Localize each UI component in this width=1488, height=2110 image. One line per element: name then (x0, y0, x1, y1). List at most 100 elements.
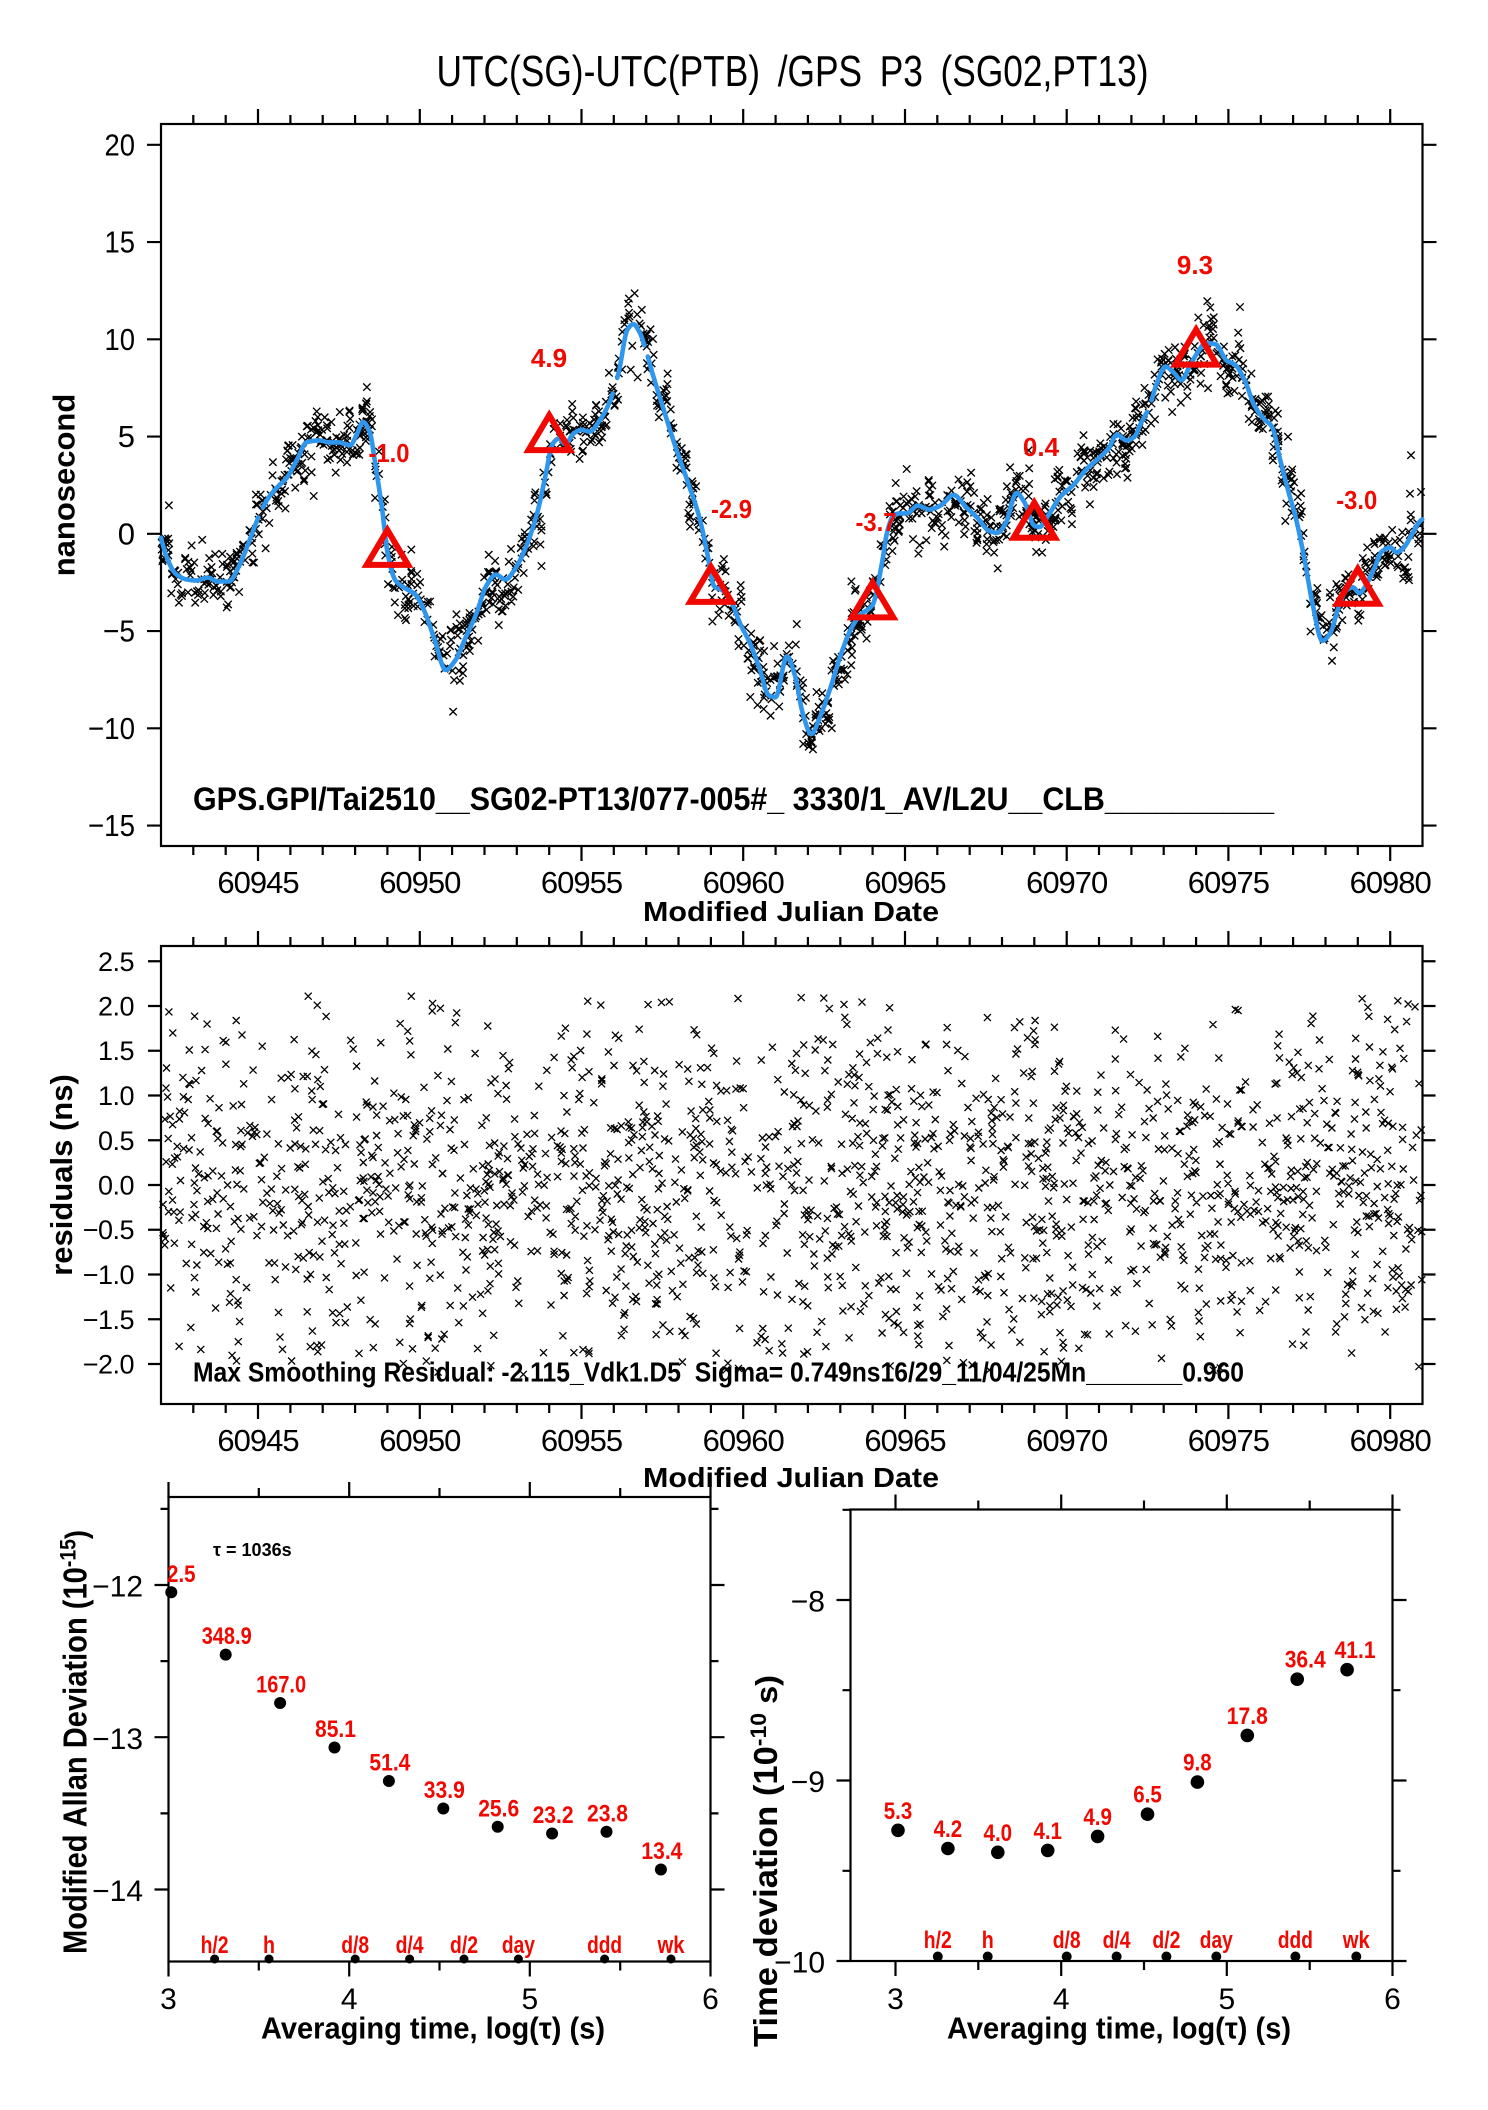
svg-text:4: 4 (1053, 1983, 1070, 2016)
svg-text:15: 15 (105, 225, 136, 260)
svg-text:-3.0: -3.0 (1336, 485, 1377, 515)
svg-text:60950: 60950 (379, 1423, 461, 1458)
svg-text:day: day (502, 1932, 536, 1959)
svg-text:−10: −10 (88, 711, 135, 746)
svg-text:0.5: 0.5 (98, 1126, 134, 1156)
svg-text:2.5: 2.5 (167, 1561, 196, 1588)
svg-text:-3.7: -3.7 (856, 507, 897, 537)
svg-text:−8: −8 (791, 1586, 825, 1619)
svg-text:41.1: 41.1 (1335, 1637, 1376, 1664)
svg-text:h/2: h/2 (924, 1927, 952, 1954)
svg-text:5: 5 (118, 419, 135, 454)
svg-text:−12: −12 (92, 1571, 143, 1604)
svg-text:20: 20 (105, 127, 136, 162)
svg-text:33.9: 33.9 (424, 1777, 465, 1804)
svg-text:d/8: d/8 (1053, 1927, 1081, 1954)
svg-text:60960: 60960 (703, 1423, 785, 1458)
svg-text:GPS.GPI/Tai2510__SG02-PT13/077: GPS.GPI/Tai2510__SG02-PT13/077-005#_ 333… (193, 781, 1275, 817)
svg-text:d/4: d/4 (396, 1932, 425, 1959)
svg-text:23.8: 23.8 (587, 1800, 628, 1827)
svg-text:d/2: d/2 (450, 1932, 478, 1959)
svg-text:60965: 60965 (864, 865, 945, 900)
svg-text:3: 3 (160, 1983, 177, 2016)
svg-text:−0.5: −0.5 (83, 1215, 134, 1245)
svg-text:60965: 60965 (864, 1423, 945, 1458)
svg-text:4: 4 (341, 1983, 358, 2016)
svg-text:4.9: 4.9 (1083, 1804, 1112, 1831)
svg-text:60970: 60970 (1026, 865, 1108, 900)
svg-text:0.0: 0.0 (98, 1171, 134, 1201)
svg-text:5.3: 5.3 (884, 1798, 913, 1825)
svg-text:wk: wk (1342, 1927, 1370, 1954)
svg-text:−2.0: −2.0 (83, 1350, 134, 1380)
svg-text:60980: 60980 (1350, 865, 1432, 900)
svg-text:5: 5 (1218, 1983, 1235, 2016)
svg-text:nanosecond: nanosecond (47, 394, 82, 577)
svg-text:Modified Julian Date: Modified Julian Date (643, 896, 939, 927)
svg-text:60975: 60975 (1188, 865, 1269, 900)
svg-text:0.4: 0.4 (1023, 432, 1060, 462)
svg-text:4.1: 4.1 (1033, 1818, 1062, 1845)
svg-text:−5: −5 (103, 614, 135, 649)
svg-text:ddd: ddd (587, 1932, 622, 1959)
svg-text:−14: −14 (92, 1875, 143, 1908)
svg-text:9.8: 9.8 (1183, 1750, 1212, 1777)
svg-text:5: 5 (521, 1983, 538, 2016)
svg-text:6.5: 6.5 (1133, 1782, 1162, 1809)
svg-text:13.4: 13.4 (641, 1838, 682, 1865)
svg-text:ddd: ddd (1278, 1927, 1313, 1954)
svg-text:60950: 60950 (379, 865, 461, 900)
svg-text:4.9: 4.9 (531, 343, 567, 373)
svg-text:4.0: 4.0 (984, 1820, 1013, 1847)
svg-text:wk: wk (657, 1932, 685, 1959)
svg-text:60955: 60955 (541, 865, 622, 900)
svg-text:UTC(SG)-UTC(PTB) /GPS P3 (SG02: UTC(SG)-UTC(PTB) /GPS P3 (SG02,PT13) (437, 47, 1149, 96)
svg-text:h: h (263, 1932, 275, 1959)
svg-text:17.8: 17.8 (1227, 1703, 1268, 1730)
svg-text:60945: 60945 (217, 1423, 298, 1458)
svg-text:Averaging time, log(τ) (s): Averaging time, log(τ) (s) (261, 2011, 605, 2046)
svg-text:1.0: 1.0 (98, 1081, 134, 1111)
svg-text:60945: 60945 (217, 865, 298, 900)
svg-text:residuals (ns): residuals (ns) (44, 1074, 79, 1276)
svg-text:Modified Allan Deviation (10-1: Modified Allan Deviation (10-15) (56, 1530, 94, 1954)
svg-text:3: 3 (887, 1983, 904, 2016)
svg-text:9.3: 9.3 (1177, 250, 1213, 280)
svg-text:Averaging time, log(τ) (s): Averaging time, log(τ) (s) (947, 2011, 1291, 2046)
svg-text:h: h (982, 1927, 994, 1954)
svg-text:τ = 1036s: τ = 1036s (213, 1540, 292, 1560)
svg-text:−15: −15 (88, 808, 135, 843)
svg-text:10: 10 (105, 322, 136, 357)
svg-text:23.2: 23.2 (533, 1802, 574, 1829)
svg-text:36.4: 36.4 (1285, 1647, 1326, 1674)
svg-text:60960: 60960 (703, 865, 785, 900)
svg-text:2.5: 2.5 (98, 947, 134, 977)
svg-text:1.5: 1.5 (98, 1036, 134, 1066)
svg-text:Modified Julian Date: Modified Julian Date (643, 1462, 939, 1493)
svg-text:-1.0: -1.0 (369, 438, 410, 468)
svg-text:−1.5: −1.5 (83, 1305, 134, 1335)
svg-text:day: day (1200, 1927, 1234, 1954)
svg-text:51.4: 51.4 (369, 1750, 410, 1777)
svg-text:60980: 60980 (1350, 1423, 1432, 1458)
svg-text:Max Smoothing Residual: -2.115: Max Smoothing Residual: -2.115_Vdk1.D5 S… (193, 1357, 1244, 1388)
svg-text:d/4: d/4 (1103, 1927, 1132, 1954)
svg-text:h/2: h/2 (201, 1932, 229, 1959)
svg-text:167.0: 167.0 (256, 1672, 306, 1699)
svg-text:85.1: 85.1 (315, 1716, 356, 1743)
svg-text:0: 0 (118, 516, 135, 551)
svg-text:6: 6 (1384, 1983, 1401, 2016)
svg-text:−10: −10 (774, 1947, 825, 1980)
svg-text:d/2: d/2 (1152, 1927, 1180, 1954)
svg-text:25.6: 25.6 (478, 1795, 519, 1822)
svg-text:-2.9: -2.9 (711, 494, 752, 524)
svg-text:60970: 60970 (1026, 1423, 1108, 1458)
svg-text:d/8: d/8 (341, 1932, 369, 1959)
svg-text:2.0: 2.0 (98, 992, 134, 1022)
svg-text:−9: −9 (791, 1766, 825, 1799)
svg-text:348.9: 348.9 (202, 1623, 252, 1650)
svg-text:−13: −13 (92, 1723, 143, 1756)
svg-text:4.2: 4.2 (934, 1816, 963, 1843)
svg-text:6: 6 (702, 1983, 719, 2016)
svg-text:−1.0: −1.0 (83, 1260, 134, 1290)
